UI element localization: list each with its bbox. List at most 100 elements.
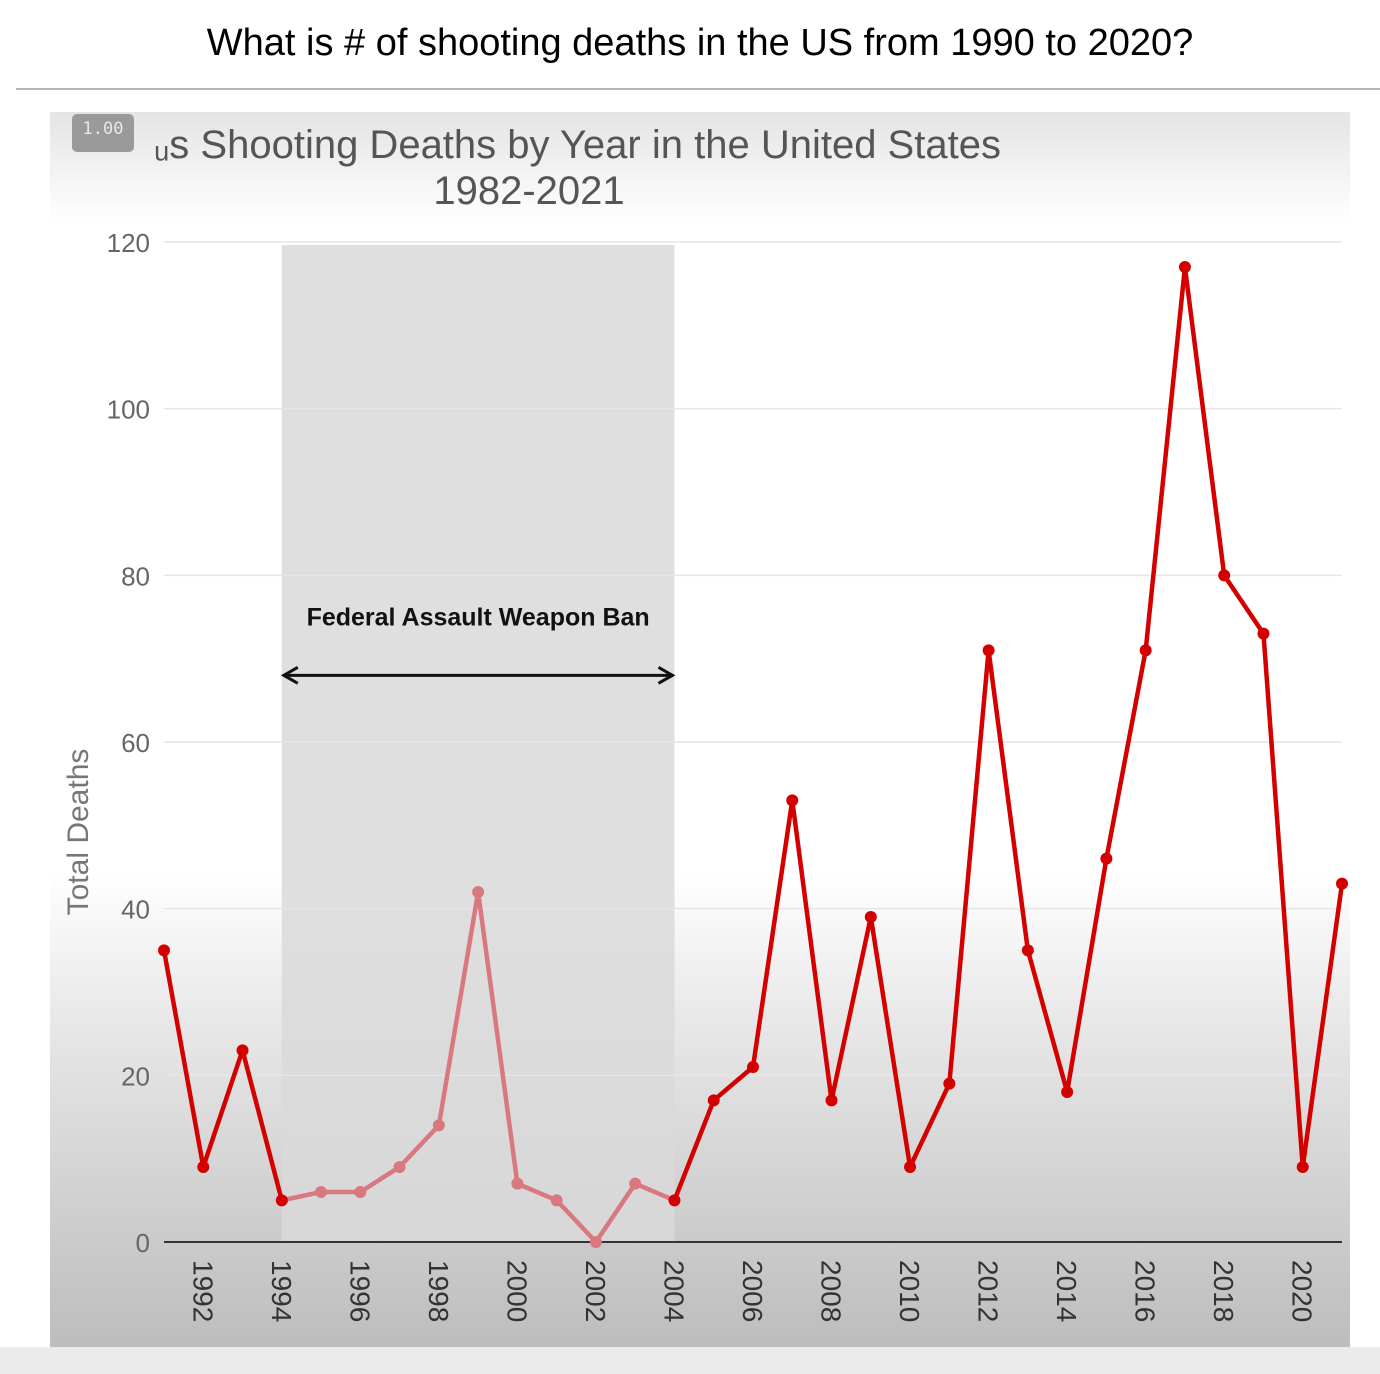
point-2008 [825,1094,838,1107]
x-tick-2014: 2014 [1051,1260,1082,1322]
segment-1996-1997 [358,1164,402,1195]
segment-2005-2006 [711,1064,756,1103]
point-2005 [707,1094,720,1107]
divider [16,88,1380,90]
point-2011 [943,1077,956,1090]
x-tick-2012: 2012 [973,1260,1004,1322]
bottom-bar [0,1347,1380,1374]
segment-2006-2007 [750,798,795,1070]
x-tick-2000: 2000 [501,1260,532,1322]
x-tick-2008: 2008 [816,1260,847,1322]
chart-title-line1: ᵤs Shooting Deaths by Year in the United… [154,123,1001,167]
x-tick-2010: 2010 [894,1260,925,1322]
y-tick-labels: 0 20 40 60 80 100 120 [107,228,150,1258]
x-tick-1996: 1996 [344,1260,375,1322]
segment-1998-1999 [436,889,481,1128]
point-1992 [197,1161,210,1173]
x-tick-2020: 2020 [1287,1260,1318,1322]
ban-annotation-label: Federal Assault Weapon Ban [307,603,650,631]
series-points [158,261,1348,1248]
point-1991 [158,944,170,957]
line-chart: 0 20 40 60 80 100 120 1992 1994 1996 1998 2000 2002… [62,228,1348,1322]
point-1999 [472,886,485,898]
point-1995 [315,1186,328,1198]
playback-speed-badge[interactable]: 1.00 [72,114,134,152]
point-1998 [432,1119,445,1132]
point-2021 [1336,877,1348,890]
y-tick-120: 120 [107,228,150,258]
point-2014 [1061,1086,1074,1098]
segment-2004-2005 [672,1098,716,1203]
segment-2020-2021 [1300,881,1345,1170]
segment-2011-2012 [947,648,991,1086]
point-2001 [550,1194,563,1207]
point-2015 [1100,852,1113,865]
segment-2017-2018 [1182,264,1227,578]
x-tick-1994: 1994 [266,1260,297,1322]
ban-period-shade [281,245,675,1242]
x-tick-2006: 2006 [737,1260,768,1322]
point-2012 [982,644,995,657]
question-text: What is # of shooting deaths in the US f… [206,22,1194,64]
segment-2012-2013 [986,648,1031,953]
segment-2015-2016 [1104,648,1148,861]
segment-2019-2020 [1261,631,1305,1170]
chart-title-line2: 1982-2021 [433,169,625,213]
segment-2009-2010 [868,914,913,1170]
y-tick-0: 0 [136,1228,150,1258]
x-tick-2016: 2016 [1130,1260,1161,1322]
y-tick-80: 80 [121,561,150,591]
chart-title: ᵤs Shooting Deaths by Year in the United… [154,122,1084,214]
segment-2016-2017 [1143,264,1188,653]
segment-1999-2000 [475,889,520,1186]
point-1994 [275,1194,288,1207]
point-2019 [1257,627,1270,640]
arrow-head-right [657,666,676,685]
arrow-head-left [280,666,299,685]
segment-2007-2008 [790,798,834,1103]
point-1993 [236,1044,249,1057]
x-tick-labels: 1992 1994 1996 1998 2000 2002 2004 2006 2008 2010… [187,1260,1317,1322]
point-2013 [1021,944,1034,957]
segment-1991-1992 [161,948,206,1170]
segment-2014-2015 [1064,856,1109,1095]
point-2007 [786,794,799,807]
series-line [161,264,1345,1245]
point-2009 [864,911,877,923]
y-tick-100: 100 [107,395,150,425]
x-tick-1998: 1998 [423,1260,454,1322]
point-2000 [511,1177,524,1190]
point-1997 [393,1161,406,1173]
point-2004 [668,1194,681,1207]
x-tick-2002: 2002 [580,1260,611,1322]
point-2003 [629,1177,642,1190]
gridlines [164,241,1342,1243]
segment-1994-1995 [279,1189,324,1203]
segment-1992-1993 [201,1048,245,1170]
point-2016 [1139,644,1152,657]
point-1996 [354,1186,367,1198]
segment-2013-2014 [1025,948,1070,1095]
segment-1993-1994 [240,1048,285,1203]
point-2002 [589,1236,602,1248]
segment-2003-2004 [632,1181,677,1203]
x-tick-2018: 2018 [1208,1260,1239,1322]
y-tick-20: 20 [121,1061,150,1091]
point-2018 [1218,569,1231,582]
segment-2001-2002 [554,1198,599,1245]
y-axis-label: Total Deaths [62,749,95,916]
segment-2018-2019 [1221,573,1266,636]
segment-2010-2011 [907,1081,952,1170]
video-frame: 0 20 40 60 80 100 120 1992 1994 1996 1998 2000 2002… [50,112,1350,1347]
point-2010 [904,1161,917,1173]
segment-2002-2003 [593,1181,638,1245]
x-tick-2004: 2004 [658,1260,689,1322]
ban-annotation-arrow [280,666,676,685]
segment-2000-2001 [515,1181,559,1203]
y-tick-40: 40 [121,895,150,925]
point-2006 [747,1061,759,1073]
point-2017 [1178,261,1191,273]
segment-1997-1998 [397,1123,442,1170]
y-tick-60: 60 [121,728,150,758]
point-2020 [1296,1161,1309,1173]
